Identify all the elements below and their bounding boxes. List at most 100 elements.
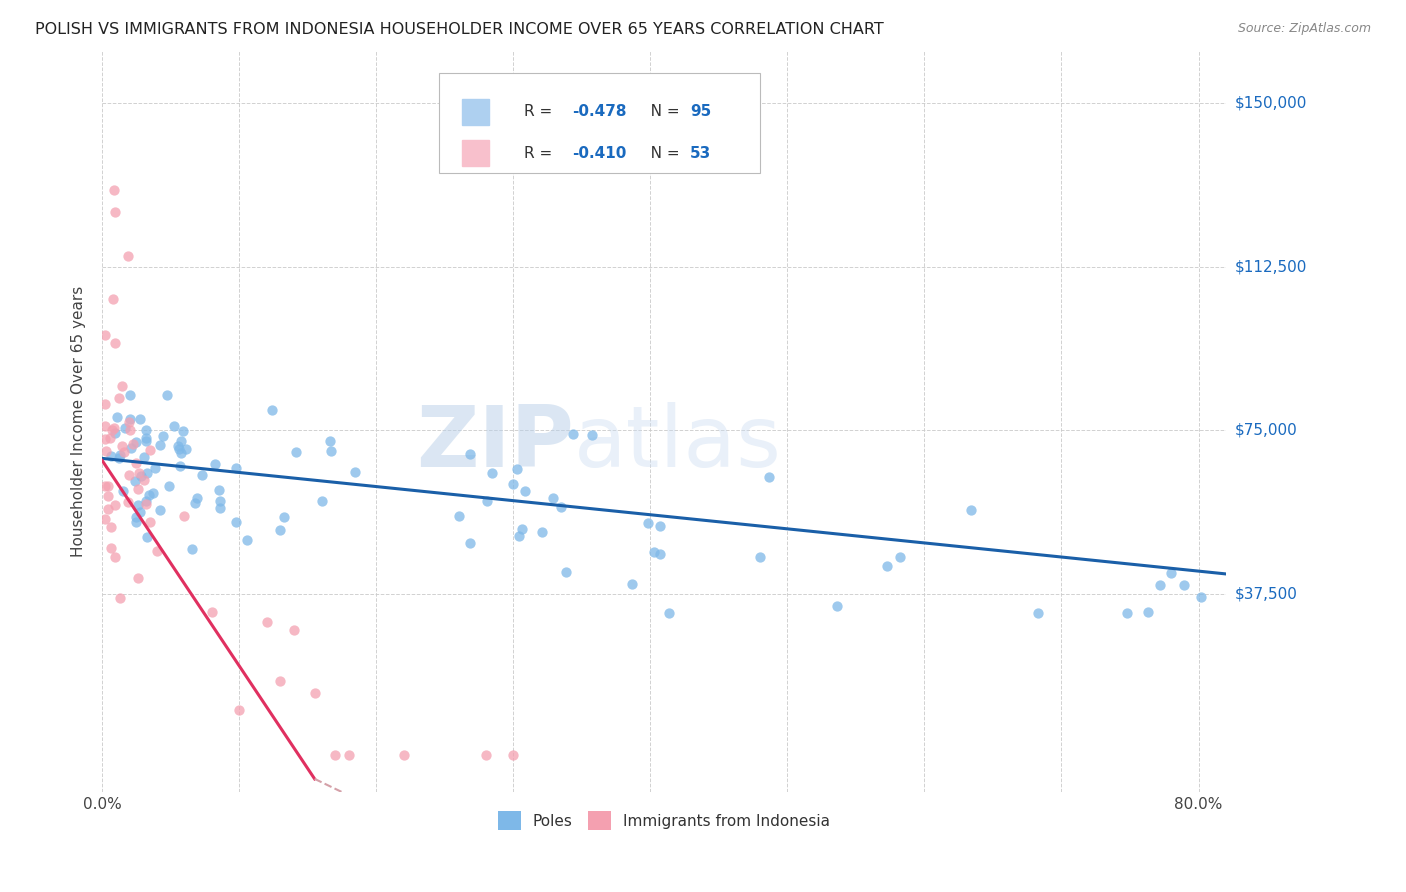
Point [125, 456, 148, 470]
Point [94, 419, 117, 434]
Point [94, 432, 117, 446]
Point [104, 426, 127, 441]
Text: $112,500: $112,500 [1234, 259, 1306, 274]
Point [475, 747, 498, 762]
Legend: Poles, Immigrants from Indonesia: Poles, Immigrants from Indonesia [492, 805, 837, 836]
Point [172, 424, 194, 438]
Point [128, 505, 150, 519]
Point [100, 520, 122, 534]
Point [108, 448, 131, 462]
Point [107, 391, 129, 405]
Point [889, 550, 911, 565]
Point [149, 438, 172, 452]
Point [118, 388, 141, 402]
Point [125, 515, 148, 529]
Point [283, 624, 305, 638]
Point [94, 512, 117, 526]
Point [621, 576, 644, 591]
Point [104, 335, 127, 350]
Point [541, 491, 564, 506]
Text: 53: 53 [690, 146, 711, 161]
Point [125, 435, 148, 450]
Point [105, 410, 128, 425]
Point [97, 489, 120, 503]
Text: -0.410: -0.410 [572, 146, 626, 161]
Point [506, 462, 529, 476]
Point [166, 439, 188, 453]
Point [228, 703, 250, 717]
Point [94, 444, 117, 458]
Text: R =: R = [523, 104, 557, 120]
Point [114, 420, 136, 434]
Point [111, 484, 134, 499]
Point [209, 500, 232, 515]
Point [124, 474, 146, 488]
Point [152, 429, 174, 443]
Point [118, 415, 141, 429]
Point [460, 535, 482, 549]
Point [132, 450, 155, 464]
Point [643, 545, 665, 559]
Point [142, 486, 165, 500]
Point [225, 460, 247, 475]
Text: 95: 95 [690, 104, 711, 120]
Point [475, 494, 498, 508]
Text: $150,000: $150,000 [1234, 95, 1306, 111]
Point [337, 747, 360, 762]
Point [1136, 605, 1159, 619]
Point [143, 460, 166, 475]
Point [94, 328, 117, 343]
Point [460, 447, 482, 461]
Point [1173, 578, 1195, 592]
Point [127, 498, 149, 512]
Point [530, 524, 553, 539]
Point [120, 424, 142, 438]
Point [876, 558, 898, 573]
Point [103, 183, 125, 197]
Point [1115, 606, 1137, 620]
FancyBboxPatch shape [439, 73, 759, 173]
Point [129, 411, 152, 425]
Point [129, 468, 152, 483]
Point [120, 412, 142, 426]
Point [1189, 590, 1212, 604]
Point [173, 508, 195, 523]
Text: N =: N = [636, 146, 685, 161]
Point [186, 491, 208, 505]
Point [135, 423, 157, 437]
Point [125, 509, 148, 524]
Point [392, 747, 415, 762]
Point [97, 502, 120, 516]
Text: ZIP: ZIP [416, 402, 574, 485]
Point [184, 496, 207, 510]
Text: POLISH VS IMMIGRANTS FROM INDONESIA HOUSEHOLDER INCOME OVER 65 YEARS CORRELATION: POLISH VS IMMIGRANTS FROM INDONESIA HOUS… [35, 22, 884, 37]
Point [208, 483, 231, 498]
Text: N =: N = [636, 104, 685, 120]
Point [108, 591, 131, 605]
Point [104, 205, 127, 219]
Point [658, 606, 681, 620]
Point [502, 747, 524, 762]
Point [120, 441, 142, 455]
Point [1149, 578, 1171, 592]
Point [100, 541, 122, 555]
Point [135, 498, 157, 512]
Point [103, 421, 125, 435]
Point [236, 533, 259, 547]
Point [225, 515, 247, 529]
Point [960, 502, 983, 516]
Point [562, 426, 585, 441]
Point [139, 516, 162, 530]
Point [304, 686, 326, 700]
Point [135, 493, 157, 508]
FancyBboxPatch shape [461, 99, 489, 125]
Point [515, 484, 537, 499]
Point [127, 571, 149, 585]
Point [104, 498, 127, 512]
Point [1160, 566, 1182, 580]
Point [108, 450, 131, 465]
Point [449, 508, 471, 523]
Point [319, 434, 342, 448]
Point [117, 494, 139, 508]
Point [111, 439, 134, 453]
